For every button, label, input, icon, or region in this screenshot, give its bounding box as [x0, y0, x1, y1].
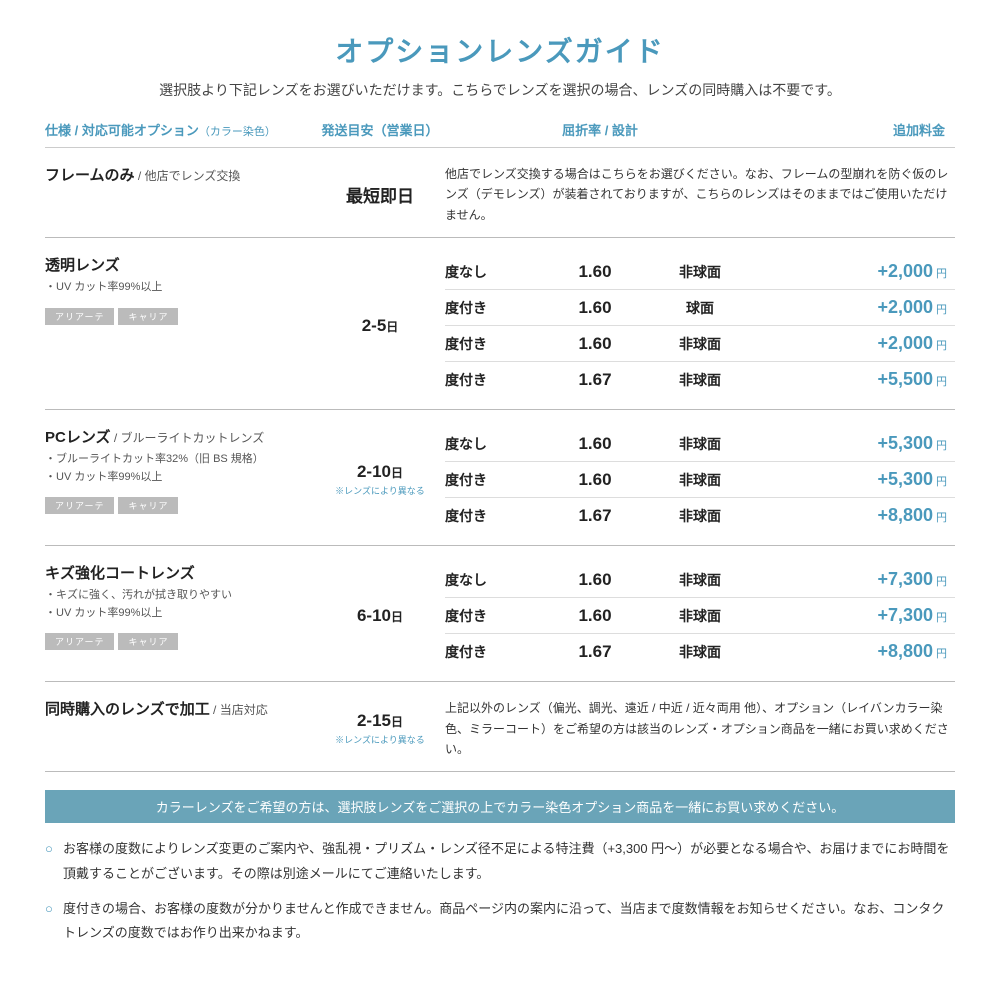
- lens-section: 透明レンズ・UV カット率99%以上アリアーテキャリア2-5日度なし1.60非球…: [45, 238, 955, 410]
- lens-section: フレームのみ / 他店でレンズ交換最短即日他店でレンズ交換する場合はこちらをお選…: [45, 148, 955, 238]
- opt-prescription: 度付き: [445, 334, 545, 354]
- opt-fee: +2,000円: [755, 297, 955, 318]
- opt-fee: +8,800円: [755, 505, 955, 526]
- opt-design: 非球面: [645, 470, 755, 490]
- opt-fee: +5,500円: [755, 369, 955, 390]
- opt-index: 1.67: [545, 506, 645, 526]
- opt-prescription: 度なし: [445, 434, 545, 454]
- option-row: 度付き1.67非球面+8,800円: [445, 497, 955, 533]
- option-row: 度付き1.60球面+2,000円: [445, 289, 955, 325]
- opt-prescription: 度付き: [445, 506, 545, 526]
- lens-section: キズ強化コートレンズ・キズに強く、汚れが拭き取りやすい・UV カット率99%以上…: [45, 546, 955, 682]
- opt-design: 非球面: [645, 506, 755, 526]
- option-tags: アリアーテキャリア: [45, 496, 305, 514]
- header-fee: 追加料金: [755, 120, 955, 139]
- opt-fee: +8,800円: [755, 641, 955, 662]
- opt-prescription: 度なし: [445, 570, 545, 590]
- note-item: ○お客様の度数によりレンズ変更のご案内や、強乱視・プリズム・レンズ径不足による特…: [45, 837, 955, 886]
- spec-title: キズ強化コートレンズ: [45, 562, 305, 583]
- header-ship: 発送目安（営業日）: [315, 120, 445, 139]
- header-index: 屈折率 / 設計: [445, 120, 755, 139]
- header-spec-small: （カラー染色）: [199, 126, 276, 138]
- option-row: 度なし1.60非球面+5,300円: [445, 426, 955, 461]
- ship-estimate: 2-10日※レンズにより異なる: [315, 426, 445, 533]
- opt-fee: +7,300円: [755, 605, 955, 626]
- opt-prescription: 度付き: [445, 370, 545, 390]
- opt-fee: +2,000円: [755, 333, 955, 354]
- opt-design: 非球面: [645, 570, 755, 590]
- page-title: オプションレンズガイド: [45, 30, 955, 70]
- option-tags: アリアーテキャリア: [45, 632, 305, 650]
- opt-prescription: 度付き: [445, 642, 545, 662]
- option-row: 度付き1.67非球面+5,500円: [445, 361, 955, 397]
- opt-index: 1.67: [545, 642, 645, 662]
- opt-index: 1.60: [545, 606, 645, 626]
- spec-features: ・UV カット率99%以上: [45, 279, 305, 297]
- option-row: 度付き1.60非球面+5,300円: [445, 461, 955, 497]
- ship-estimate: 6-10日: [315, 562, 445, 669]
- opt-fee: +2,000円: [755, 261, 955, 282]
- opt-prescription: 度なし: [445, 262, 545, 282]
- spec-title: フレームのみ / 他店でレンズ交換: [45, 164, 305, 185]
- opt-design: 球面: [645, 298, 755, 318]
- spec-title: 同時購入のレンズで加工 / 当店対応: [45, 698, 305, 719]
- ship-estimate: 2-5日: [315, 254, 445, 397]
- opt-index: 1.60: [545, 470, 645, 490]
- opt-fee: +5,300円: [755, 469, 955, 490]
- opt-design: 非球面: [645, 370, 755, 390]
- opt-index: 1.67: [545, 370, 645, 390]
- opt-index: 1.60: [545, 262, 645, 282]
- opt-design: 非球面: [645, 642, 755, 662]
- header-spec: 仕様 / 対応可能オプション: [45, 123, 199, 138]
- lens-section: PCレンズ / ブルーライトカットレンズ・ブルーライトカット率32%（旧 BS …: [45, 410, 955, 546]
- option-row: 度なし1.60非球面+7,300円: [445, 562, 955, 597]
- lens-section: 同時購入のレンズで加工 / 当店対応 2-15日※レンズにより異なる上記以外のレン…: [45, 682, 955, 772]
- spec-title: PCレンズ / ブルーライトカットレンズ: [45, 426, 305, 447]
- opt-index: 1.60: [545, 570, 645, 590]
- ship-estimate: 最短即日: [315, 164, 445, 225]
- opt-fee: +5,300円: [755, 433, 955, 454]
- opt-prescription: 度付き: [445, 470, 545, 490]
- ship-estimate: 2-15日※レンズにより異なる: [315, 698, 445, 759]
- bullet-icon: ○: [45, 837, 63, 886]
- tag-career: キャリア: [118, 308, 178, 325]
- option-row: 度付き1.60非球面+2,000円: [445, 325, 955, 361]
- option-row: 度なし1.60非球面+2,000円: [445, 254, 955, 289]
- opt-design: 非球面: [645, 262, 755, 282]
- tag-career: キャリア: [118, 497, 178, 514]
- option-row: 度付き1.67非球面+8,800円: [445, 633, 955, 669]
- page-subtitle: 選択肢より下記レンズをお選びいただけます。こちらでレンズを選択の場合、レンズの同…: [45, 80, 955, 100]
- opt-fee: +7,300円: [755, 569, 955, 590]
- color-lens-banner: カラーレンズをご希望の方は、選択肢レンズをご選択の上でカラー染色オプション商品を…: [45, 790, 955, 823]
- section-description: 他店でレンズ交換する場合はこちらをお選びください。なお、フレームの型崩れを防ぐ仮…: [445, 164, 955, 225]
- tag-ariate: アリアーテ: [45, 497, 114, 514]
- option-tags: アリアーテキャリア: [45, 307, 305, 325]
- opt-design: 非球面: [645, 434, 755, 454]
- opt-prescription: 度付き: [445, 298, 545, 318]
- note-item: ○度付きの場合、お客様の度数が分かりませんと作成できません。商品ページ内の案内に…: [45, 897, 955, 946]
- opt-index: 1.60: [545, 334, 645, 354]
- bullet-icon: ○: [45, 897, 63, 946]
- spec-title: 透明レンズ: [45, 254, 305, 275]
- tag-ariate: アリアーテ: [45, 308, 114, 325]
- opt-index: 1.60: [545, 434, 645, 454]
- option-row: 度付き1.60非球面+7,300円: [445, 597, 955, 633]
- opt-design: 非球面: [645, 606, 755, 626]
- opt-index: 1.60: [545, 298, 645, 318]
- notes-list: ○お客様の度数によりレンズ変更のご案内や、強乱視・プリズム・レンズ径不足による特…: [45, 837, 955, 946]
- spec-features: ・ブルーライトカット率32%（旧 BS 規格）・UV カット率99%以上: [45, 451, 305, 486]
- tag-ariate: アリアーテ: [45, 633, 114, 650]
- opt-design: 非球面: [645, 334, 755, 354]
- tag-career: キャリア: [118, 633, 178, 650]
- section-description: 上記以外のレンズ（偏光、調光、遠近 / 中近 / 近々両用 他）、オプション（レ…: [445, 698, 955, 759]
- spec-features: ・キズに強く、汚れが拭き取りやすい・UV カット率99%以上: [45, 587, 305, 622]
- table-header: 仕様 / 対応可能オプション（カラー染色） 発送目安（営業日） 屈折率 / 設計…: [45, 120, 955, 148]
- opt-prescription: 度付き: [445, 606, 545, 626]
